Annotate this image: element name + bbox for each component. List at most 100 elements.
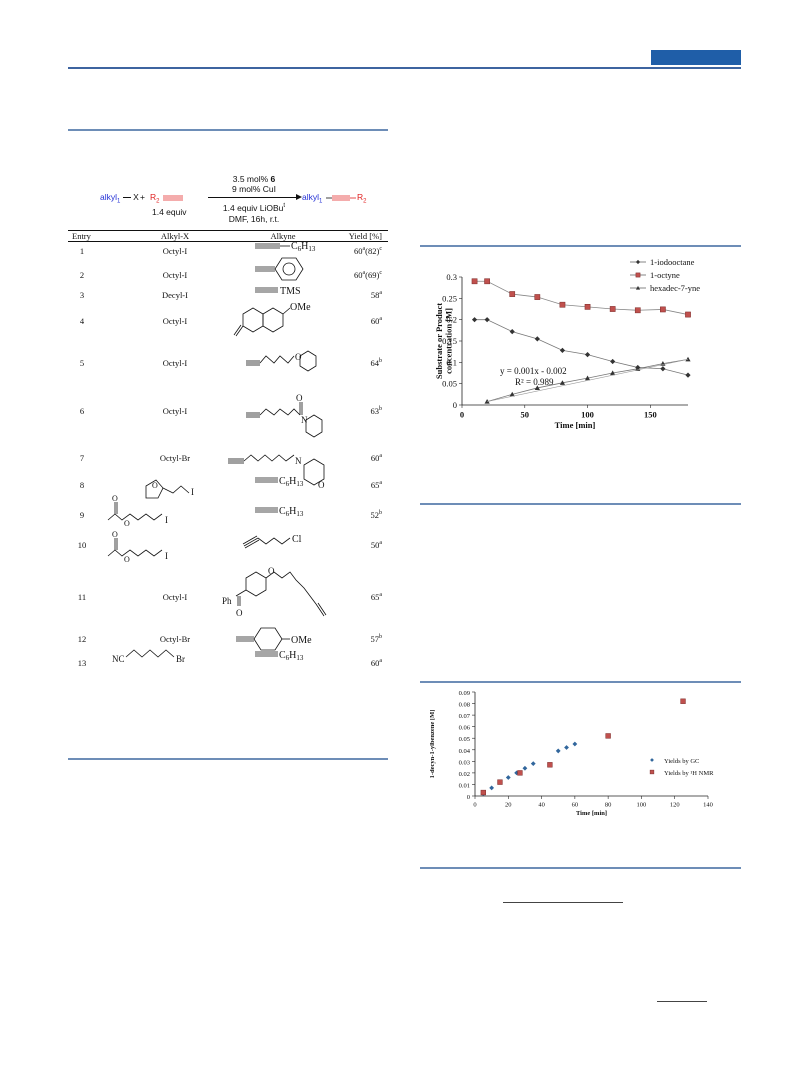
figure1-top-rule bbox=[420, 245, 741, 247]
entry-number: 1 bbox=[79, 246, 85, 256]
thp-ether-alkyne-icon bbox=[246, 350, 317, 372]
condition-base-sup: t bbox=[283, 203, 286, 210]
data-point bbox=[559, 347, 566, 353]
alkyne-c6h13-icon-8 bbox=[255, 477, 278, 483]
y-tick-label: 0.04 bbox=[459, 748, 471, 755]
entry-number: 12 bbox=[77, 634, 87, 644]
reaction-scheme: 3.5 mol% 6 9 mol% CuI 1.4 equiv LiOBut D… bbox=[90, 170, 380, 230]
product-alkyl-sub: 1 bbox=[319, 198, 323, 205]
legend-marker bbox=[649, 769, 655, 775]
y-axis-label: Substrate or Productconcentration [M] bbox=[434, 303, 454, 379]
legend-label: hexadec-7-yne bbox=[650, 283, 700, 293]
product-r2-sub: 2 bbox=[363, 198, 367, 205]
entry-number: 2 bbox=[79, 270, 85, 280]
table-bottom-rule bbox=[68, 758, 388, 760]
data-point bbox=[471, 278, 478, 285]
x-tick-label: 40 bbox=[538, 802, 545, 809]
alkyne-c6h13-icon bbox=[255, 243, 290, 249]
figure2-top-rule bbox=[420, 681, 741, 683]
phenylacetylene-icon bbox=[255, 257, 304, 281]
x-axis-label: Time [min] bbox=[576, 810, 607, 817]
cl-label: Cl bbox=[292, 534, 302, 545]
o-label-9a: O bbox=[112, 494, 118, 503]
i-label-10: I bbox=[165, 551, 168, 561]
y-tick-label: 0.2 bbox=[446, 315, 457, 325]
series-line bbox=[474, 280, 689, 315]
condition-catalyst: 3.5 mol% 6 bbox=[214, 174, 294, 184]
data-point bbox=[685, 311, 691, 318]
header-alkyne: Alkyne bbox=[270, 231, 296, 241]
figure1-bottom-rule bbox=[420, 503, 741, 505]
header-entry: Entry bbox=[72, 231, 91, 241]
yield-comparison-chart: 0 0.01 0.02 0.03 0.04 0.05 0.06 0.07 0.08 0.09 0 20… bbox=[430, 690, 714, 817]
product-r2-label: R bbox=[357, 192, 364, 202]
x-tick-label: 50 bbox=[521, 410, 530, 420]
data-point bbox=[509, 291, 516, 297]
x-tick-label: 150 bbox=[644, 410, 657, 420]
data-point bbox=[484, 278, 490, 285]
chloroalkyne-icon bbox=[242, 535, 291, 549]
header-yield: Yield [%] bbox=[348, 231, 382, 241]
figure2-bottom-rule bbox=[420, 867, 741, 869]
legend-marker bbox=[650, 758, 654, 762]
data-point bbox=[680, 698, 686, 704]
product-triple-bond-icon bbox=[326, 195, 356, 201]
y-tick-label: 0.3 bbox=[446, 272, 457, 282]
n-label-6: N bbox=[301, 415, 308, 425]
y-tick-label: 0.07 bbox=[459, 713, 471, 720]
o-label-7: O bbox=[318, 480, 325, 490]
o-label-10b: O bbox=[124, 555, 130, 564]
alkyl-halide: Octyl-I bbox=[162, 246, 188, 256]
data-point bbox=[480, 789, 486, 796]
data-point bbox=[584, 304, 591, 310]
data-point bbox=[610, 370, 616, 376]
entry-number: 10 bbox=[77, 540, 87, 550]
product-alkyl-label: alkyl bbox=[302, 192, 320, 202]
o-label-8: O bbox=[152, 481, 158, 490]
o-label-11a: O bbox=[236, 608, 243, 618]
ph-label: Ph bbox=[222, 596, 232, 606]
y-tick-label: 0.01 bbox=[459, 782, 470, 789]
data-point bbox=[584, 352, 591, 358]
yield-value: 63b bbox=[370, 406, 383, 416]
acetate-iodide-icon-10 bbox=[107, 538, 163, 557]
acetate-iodide-icon bbox=[107, 502, 163, 521]
x-tick-label: 80 bbox=[605, 802, 612, 809]
data-point bbox=[559, 301, 566, 308]
y-tick-label: 0.03 bbox=[459, 759, 470, 766]
product-r2: R2 bbox=[357, 192, 366, 205]
o-label-10a: O bbox=[112, 530, 118, 539]
x-tick-label: 20 bbox=[505, 802, 512, 809]
br-label: Br bbox=[176, 654, 185, 664]
legend-label: Yields by ¹H NMR bbox=[664, 770, 714, 777]
halide-label: X bbox=[133, 192, 139, 202]
data-point bbox=[660, 366, 666, 372]
naphthalene-icon bbox=[233, 307, 291, 337]
yield-value: 60a(69)c bbox=[353, 270, 382, 280]
data-point bbox=[605, 733, 611, 739]
regression-r2: R² = 0.989 bbox=[515, 377, 554, 387]
y-axis-label: 1-decyn-1-ylbenzene [M] bbox=[430, 710, 436, 779]
data-point bbox=[509, 391, 515, 397]
ome-label-4: OMe bbox=[290, 302, 311, 313]
entry-number: 3 bbox=[79, 290, 85, 300]
piperidine-amide-icon bbox=[246, 402, 323, 438]
y-tick-label: 0.1 bbox=[446, 357, 457, 367]
o-label-9b: O bbox=[124, 519, 130, 528]
entry-number: 6 bbox=[79, 406, 85, 416]
alkyne-c6h13-icon-9 bbox=[255, 507, 278, 513]
cyanoalkyl-bromide-icon bbox=[125, 649, 175, 658]
i-label-8: I bbox=[191, 487, 194, 497]
bond bbox=[122, 197, 131, 199]
x-tick-label: 100 bbox=[637, 802, 647, 809]
yield-value: 64b bbox=[370, 358, 383, 368]
o-label-11b: O bbox=[268, 566, 275, 576]
alkyl-halide: Octyl-I bbox=[162, 316, 188, 326]
x-axis-label: Time [min] bbox=[555, 420, 596, 430]
legend-marker bbox=[635, 285, 641, 290]
condition-catalyst-text: 3.5 mol% bbox=[232, 174, 271, 184]
yield-value: 60a bbox=[370, 316, 382, 326]
legend-label: 1-octyne bbox=[650, 270, 680, 280]
alkyl-halide: Octyl-I bbox=[162, 406, 188, 416]
alkyl-halide: Octyl-I bbox=[162, 270, 188, 280]
